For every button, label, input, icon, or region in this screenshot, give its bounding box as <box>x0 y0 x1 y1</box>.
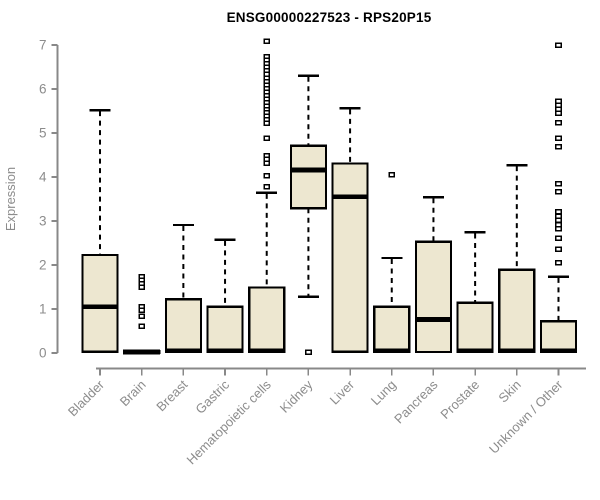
box-liver <box>331 162 369 353</box>
outlier-point <box>555 235 562 241</box>
y-tick-label: 6 <box>39 82 47 97</box>
box-prostate <box>456 301 494 354</box>
x-tick-label: Liver <box>327 377 358 408</box>
outlier-point <box>555 42 562 48</box>
outlier-point <box>263 172 271 179</box>
median-line <box>248 348 286 354</box>
outlier-point <box>263 120 271 127</box>
outlier-point <box>555 221 562 228</box>
x-tick-label: Skin <box>495 377 523 405</box>
outlier-point <box>555 110 562 116</box>
box-breast <box>164 298 202 354</box>
outlier-point <box>555 180 562 187</box>
median-line <box>456 348 494 354</box>
box-pancreas <box>414 240 453 354</box>
outlier-point <box>263 183 271 190</box>
box-bladder <box>81 253 119 353</box>
box-skin <box>498 268 536 354</box>
outlier-point <box>555 120 562 126</box>
median-line <box>539 348 577 354</box>
median-line <box>206 348 244 354</box>
x-tick-label: Prostate <box>437 377 482 422</box>
box-lung <box>373 305 411 354</box>
y-axis-title: Expression <box>3 167 18 231</box>
outlier-point <box>263 38 271 45</box>
chart-title: ENSG00000227523 - RPS20P15 <box>226 10 432 25</box>
x-tick-label: Bladder <box>65 377 108 420</box>
median-line <box>289 167 327 173</box>
x-tick-label: Kidney <box>277 377 316 416</box>
x-tick-label: Pancreas <box>391 377 441 427</box>
outlier-point <box>555 217 562 223</box>
outlier-point <box>305 349 312 355</box>
median-line <box>373 348 411 354</box>
outlier-point <box>138 313 146 319</box>
median-line <box>498 348 536 354</box>
x-tick-label: Unknown / Other <box>486 377 566 457</box>
outlier-point <box>555 260 562 266</box>
outlier-point <box>555 246 562 252</box>
x-tick-label: Brain <box>117 377 149 409</box>
outlier-point <box>555 189 562 195</box>
y-tick-label: 4 <box>39 170 47 185</box>
outlier-point <box>138 307 146 314</box>
y-tick-label: 3 <box>39 214 47 229</box>
median-line <box>123 349 161 355</box>
median-line <box>414 317 452 322</box>
y-tick-label: 1 <box>39 302 47 317</box>
outlier-point <box>138 284 146 291</box>
outlier-point <box>388 172 396 178</box>
outlier-point <box>555 135 562 142</box>
y-tick-label: 2 <box>39 258 47 273</box>
median-line <box>81 304 119 310</box>
outlier-point <box>555 209 562 215</box>
box-unknown-other <box>539 320 578 354</box>
x-tick-label: Gastric <box>192 377 232 417</box>
outlier-point <box>138 323 146 329</box>
box-hematopoietic-cells <box>248 286 286 354</box>
outlier-point <box>555 143 562 150</box>
box-gastric <box>206 305 244 354</box>
y-tick-label: 7 <box>39 38 47 53</box>
x-tick-label: Breast <box>153 377 190 414</box>
median-line <box>164 348 202 354</box>
median-line <box>331 194 369 200</box>
outlier-point <box>263 160 271 167</box>
box-kidney <box>289 144 327 210</box>
y-tick-label: 5 <box>39 126 47 141</box>
y-tick-label: 0 <box>39 346 47 361</box>
outlier-point <box>263 135 271 142</box>
outlier-point <box>555 226 562 232</box>
x-tick-label: Lung <box>368 377 399 408</box>
